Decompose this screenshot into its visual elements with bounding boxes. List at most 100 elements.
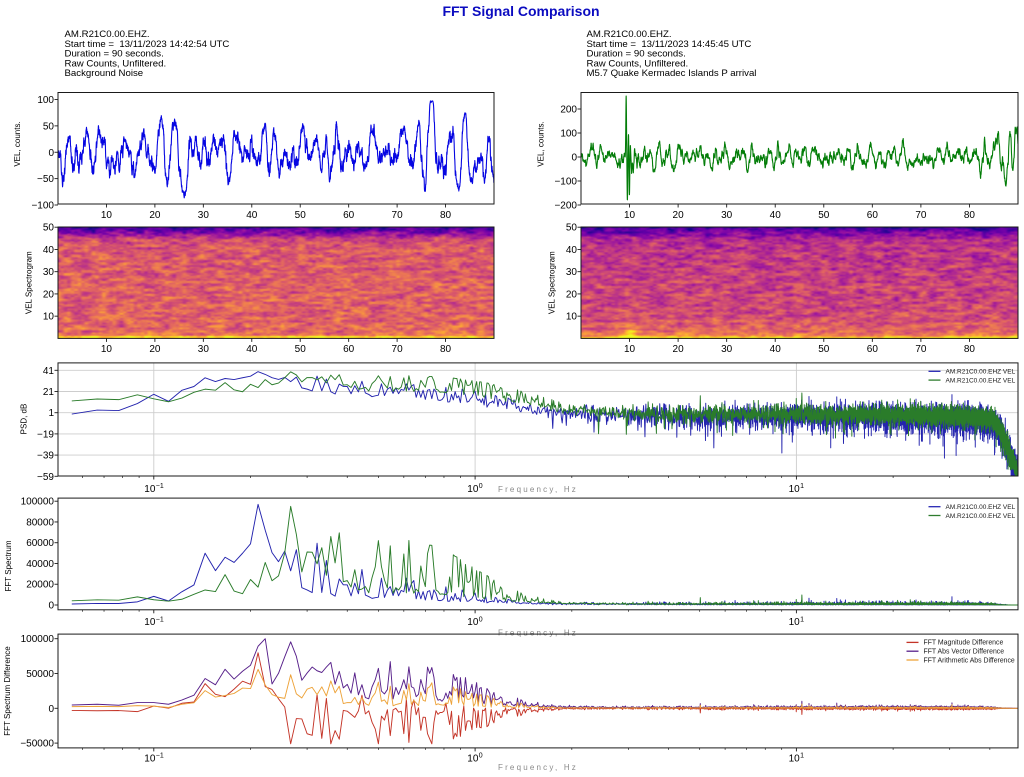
svg-text:VEL, counts.: VEL, counts. [537,121,546,166]
svg-text:10: 10 [144,753,156,764]
svg-text:60: 60 [343,344,355,355]
svg-text:100: 100 [560,129,577,140]
svg-text:1: 1 [48,408,54,419]
svg-text:0: 0 [48,148,54,159]
svg-text:−100: −100 [554,177,577,188]
svg-text:−59: −59 [37,472,54,483]
svg-text:FFT Spectrum Difference: FFT Spectrum Difference [3,646,12,736]
svg-text:Frequency, Hz: Frequency, Hz [498,485,578,494]
svg-text:10: 10 [101,210,113,221]
svg-text:30: 30 [721,344,733,355]
svg-text:80: 80 [964,210,976,221]
svg-text:Raw Counts, Unfiltered.: Raw Counts, Unfiltered. [587,58,689,69]
svg-text:0: 0 [571,153,577,164]
svg-text:40: 40 [770,344,782,355]
svg-text:20: 20 [149,210,161,221]
svg-text:60: 60 [867,344,879,355]
svg-text:−19: −19 [37,429,54,440]
svg-text:200: 200 [560,105,577,116]
svg-text:10: 10 [624,344,636,355]
svg-text:AM.R21C0.00.EHZ VEL: AM.R21C0.00.EHZ VEL [946,513,1016,520]
svg-text:VEL Spectrogram: VEL Spectrogram [548,251,557,314]
svg-text:Frequency, Hz: Frequency, Hz [498,629,578,638]
svg-text:70: 70 [915,210,927,221]
svg-text:60: 60 [867,210,879,221]
svg-text:60: 60 [343,210,355,221]
svg-text:−1: −1 [156,616,164,623]
svg-text:40: 40 [770,210,782,221]
svg-text:10: 10 [566,312,578,323]
svg-text:−1: −1 [156,483,164,490]
svg-text:20: 20 [673,210,685,221]
svg-text:80: 80 [964,344,976,355]
svg-text:VEL Spectrogram: VEL Spectrogram [25,251,34,314]
svg-text:20: 20 [673,344,685,355]
svg-text:30: 30 [198,344,210,355]
svg-text:21: 21 [43,387,55,398]
svg-text:0: 0 [48,704,54,715]
svg-text:1: 1 [800,483,804,490]
svg-text:0: 0 [479,616,483,623]
svg-text:10: 10 [624,210,636,221]
svg-text:FFT Arithmetic Abs Difference: FFT Arithmetic Abs Difference [924,657,1015,664]
svg-text:50: 50 [818,344,830,355]
svg-text:20: 20 [566,289,578,300]
svg-text:20000: 20000 [26,580,54,591]
svg-text:10: 10 [467,617,479,628]
svg-text:50: 50 [818,210,830,221]
svg-text:50: 50 [43,223,55,234]
svg-text:60000: 60000 [26,538,54,549]
svg-text:100000: 100000 [21,634,55,645]
svg-text:1: 1 [800,753,804,760]
svg-text:80000: 80000 [26,517,54,528]
svg-text:FFT Abs Vector Difference: FFT Abs Vector Difference [924,649,1005,656]
svg-text:41: 41 [43,366,55,377]
svg-text:40: 40 [246,210,258,221]
svg-text:0: 0 [479,483,483,490]
svg-text:AM.R21C0.00.EHZ VEL: AM.R21C0.00.EHZ VEL [946,369,1016,376]
svg-text:Start time = 13/11/2023 14:45: Start time = 13/11/2023 14:45:45 UTC [587,39,752,50]
svg-text:20: 20 [43,289,55,300]
svg-text:50: 50 [43,121,55,132]
svg-text:Start time = 13/11/2023 14:42: Start time = 13/11/2023 14:42:54 UTC [65,39,230,50]
svg-text:FFT Signal Comparison: FFT Signal Comparison [442,3,599,19]
svg-text:Raw Counts, Unfiltered.: Raw Counts, Unfiltered. [65,58,167,69]
svg-text:10: 10 [789,484,801,495]
svg-text:80: 80 [440,210,452,221]
svg-text:70: 70 [392,210,404,221]
svg-text:−50: −50 [37,174,54,185]
svg-text:10: 10 [467,753,479,764]
svg-text:AM.R21C0.00.EHZ VEL: AM.R21C0.00.EHZ VEL [946,504,1016,511]
svg-text:Duration = 90 seconds.: Duration = 90 seconds. [65,49,164,60]
svg-text:Background Noise: Background Noise [65,68,144,79]
svg-text:1: 1 [800,616,804,623]
svg-text:30: 30 [43,267,55,278]
svg-text:40000: 40000 [26,559,54,570]
svg-text:10: 10 [467,484,479,495]
svg-text:20: 20 [149,344,161,355]
svg-text:50: 50 [295,344,307,355]
svg-text:AM.R21C0.00.EHZ.: AM.R21C0.00.EHZ. [65,29,150,40]
svg-text:−39: −39 [37,451,54,462]
svg-text:50: 50 [295,210,307,221]
svg-text:−1: −1 [156,753,164,760]
svg-text:AM.R21C0.00.EHZ VEL: AM.R21C0.00.EHZ VEL [946,377,1016,384]
svg-text:−50000: −50000 [20,739,54,750]
svg-text:Duration = 90 seconds.: Duration = 90 seconds. [587,49,686,60]
svg-text:30: 30 [721,210,733,221]
svg-text:0: 0 [479,753,483,760]
svg-text:−200: −200 [554,201,577,212]
svg-text:10: 10 [144,484,156,495]
svg-text:50000: 50000 [26,669,54,680]
svg-text:100: 100 [37,95,54,106]
svg-text:M5.7 Quake Kermadec Islands P: M5.7 Quake Kermadec Islands P arrival [587,68,757,79]
svg-text:Frequency, Hz: Frequency, Hz [498,763,578,772]
svg-text:10: 10 [101,344,113,355]
svg-text:40: 40 [566,245,578,256]
svg-text:10: 10 [144,617,156,628]
svg-text:PSD, dB: PSD, dB [20,404,29,435]
svg-text:80: 80 [440,344,452,355]
svg-text:10: 10 [789,617,801,628]
svg-text:AM.R21C0.00.EHZ.: AM.R21C0.00.EHZ. [587,29,672,40]
svg-text:FFT Magnitude Difference: FFT Magnitude Difference [924,640,1004,647]
